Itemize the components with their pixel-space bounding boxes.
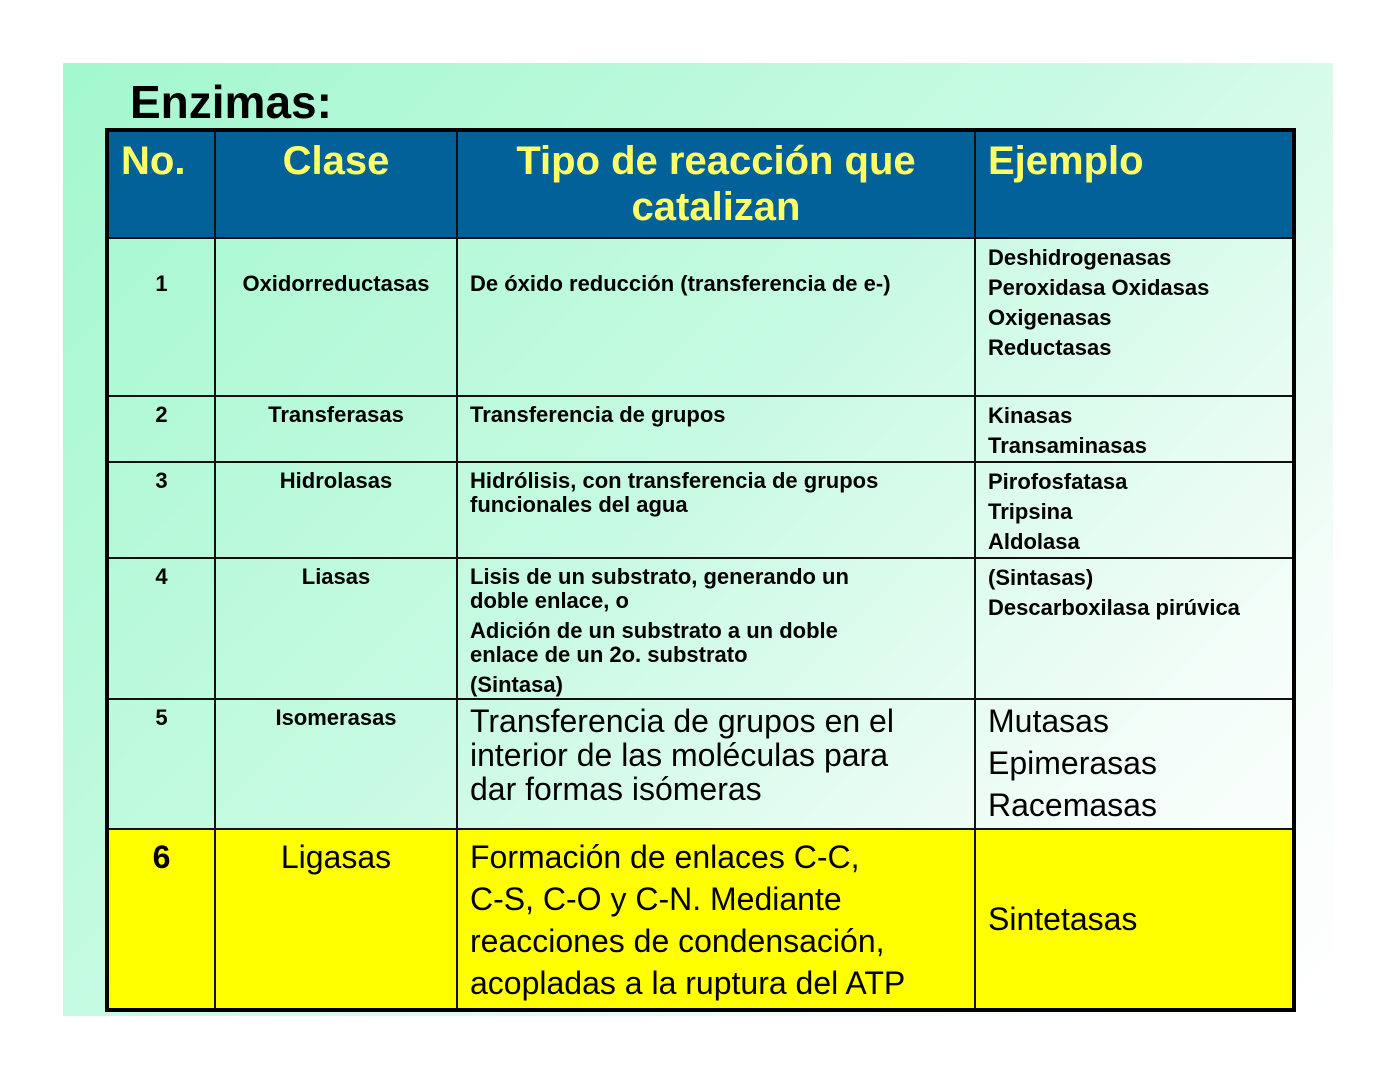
cell-text-line: Lisis de un substrato, generando un [470, 564, 849, 589]
cell-ejemplo: (Sintasas) Descarboxilasa pirúvica [974, 557, 1295, 700]
cell-clase: Ligasas [214, 828, 458, 1011]
column-header-tipo-de-reaccion: Tipo de reacción que catalizan [456, 129, 976, 239]
cell-no: 5 [106, 698, 216, 830]
cell-text-line: Pirofosfatasa [988, 469, 1128, 494]
cell-no: 4 [106, 557, 216, 700]
cell-text-line: (Sintasas) [988, 565, 1094, 590]
cell-text-line: catalizan [631, 185, 801, 229]
cell-text-line: Kinasas [988, 403, 1073, 428]
cell-text-line: Sintetasas [988, 901, 1138, 937]
cell-text-line: Liasas [301, 564, 371, 589]
cell-text-line: Formación de enlaces C-C, [470, 839, 860, 875]
cell-text-line: Ligasas [280, 839, 392, 875]
cell-ejemplo: Sintetasas [974, 828, 1295, 1011]
cell-text-line: 3 [155, 468, 168, 493]
cell-no: 1 [106, 237, 216, 397]
cell-text-line: Descarboxilasa pirúvica [988, 595, 1240, 620]
cell-text-line: Oxidorreductasas [242, 271, 430, 296]
cell-text-line: Isomerasas [275, 705, 397, 730]
cell-tipo-de-reaccion: Transferencia de grupos [456, 395, 976, 463]
cell-text-line: 6 [152, 839, 171, 875]
cell-ejemplo: Pirofosfatasa Tripsina Aldolasa [974, 461, 1295, 559]
cell-text-line: Deshidrogenasas [988, 245, 1172, 270]
column-header-no: No. [106, 129, 216, 239]
table-row: 3 Hidrolasas Hidrólisis, con transferencia… [106, 461, 1295, 559]
cell-text-line: Adición de un substrato a un doble [470, 618, 838, 643]
cell-ejemplo: Mutasas Epimerasas Racemasas [974, 698, 1295, 830]
column-header-clase: Clase [214, 129, 458, 239]
cell-no: 6 [106, 828, 216, 1011]
cell-text-line: 5 [155, 705, 168, 730]
cell-text-line: Ejemplo [988, 139, 1144, 183]
cell-clase: Hidrolasas [214, 461, 458, 559]
cell-text-line: Clase [282, 139, 390, 183]
cell-text-line: Tripsina [988, 499, 1073, 524]
cell-text-line: dar formas isómeras [470, 771, 762, 807]
column-header-ejemplo: Ejemplo [974, 129, 1295, 239]
cell-text-line: doble enlace, o [470, 588, 629, 613]
table-row: 2 Transferasas Transferencia de grupos Kina… [106, 395, 1295, 463]
cell-text-line: C-S, C-O y C-N. Mediante [470, 881, 842, 917]
cell-text-line: No. [121, 139, 186, 183]
cell-text-line: 2 [155, 402, 168, 427]
cell-text-line: Racemasas [988, 787, 1157, 823]
cell-clase: Transferasas [214, 395, 458, 463]
cell-text-line: Oxigenasas [988, 305, 1112, 330]
cell-ejemplo: Kinasas Transaminasas [974, 395, 1295, 463]
cell-text-line: interior de las moléculas para [470, 737, 888, 773]
cell-text-line: Transaminasas [988, 433, 1147, 458]
cell-text-line: Hidrolasas [279, 468, 393, 493]
cell-no: 3 [106, 461, 216, 559]
cell-text-line: Mutasas [988, 703, 1109, 739]
cell-text-line: Transferasas [268, 402, 404, 427]
cell-clase: Oxidorreductasas [214, 237, 458, 397]
cell-text-line: De óxido reducción (transferencia de e-) [470, 271, 891, 296]
cell-text-line: Hidrólisis, con transferencia de grupos [470, 468, 879, 493]
enzyme-table: No. Clase Tipo de reacción que catalizan Eje… [105, 128, 1296, 1012]
cell-text-line: 4 [155, 564, 168, 589]
table-row: 1 Oxidorreductasas De óxido reducción (tra… [106, 237, 1295, 397]
cell-clase: Liasas [214, 557, 458, 700]
cell-text-line: funcionales del agua [470, 492, 688, 517]
table-header-row: No. Clase Tipo de reacción que catalizan Eje… [106, 129, 1295, 239]
cell-text-line: acopladas a la ruptura del ATP [470, 965, 906, 1001]
cell-text-line: 1 [155, 271, 168, 296]
cell-tipo-de-reaccion: De óxido reducción (transferencia de e-) [456, 237, 976, 397]
table-row: 5 Isomerasas Transferencia de grupos en el… [106, 698, 1295, 830]
cell-tipo-de-reaccion: Hidrólisis, con transferencia de grupos f… [456, 461, 976, 559]
cell-text-line: Epimerasas [988, 745, 1157, 781]
cell-text-line: enlace de un 2o. substrato [470, 642, 748, 667]
cell-clase: Isomerasas [214, 698, 458, 830]
cell-text-line: Tipo de reacción que [516, 139, 916, 183]
slide-title: Enzimas: [130, 76, 332, 128]
cell-tipo-de-reaccion: Transferencia de grupos en el interior de… [456, 698, 976, 830]
cell-text-line: Peroxidasa Oxidasas [988, 275, 1210, 300]
cell-text-line: reacciones de condensación, [470, 923, 885, 959]
cell-tipo-de-reaccion: Formación de enlaces C-C, C-S, C-O y C-N.… [456, 828, 976, 1011]
cell-tipo-de-reaccion: Lisis de un substrato, generando un doble… [456, 557, 976, 700]
cell-text-line: (Sintasa) [470, 672, 563, 697]
cell-text-line: Transferencia de grupos [470, 402, 726, 427]
cell-no: 2 [106, 395, 216, 463]
table-row: 4 Liasas Lisis de un substrato, generando … [106, 557, 1295, 700]
cell-ejemplo: Deshidrogenasas Peroxidasa Oxidasas Oxigen… [974, 237, 1295, 397]
cell-text-line: Reductasas [988, 335, 1112, 360]
table-row: 6 Ligasas Formación de enlaces C-C, C-S, C-… [106, 828, 1295, 1011]
cell-text-line: Aldolasa [988, 529, 1080, 554]
cell-text-line: Transferencia de grupos en el [470, 703, 894, 739]
